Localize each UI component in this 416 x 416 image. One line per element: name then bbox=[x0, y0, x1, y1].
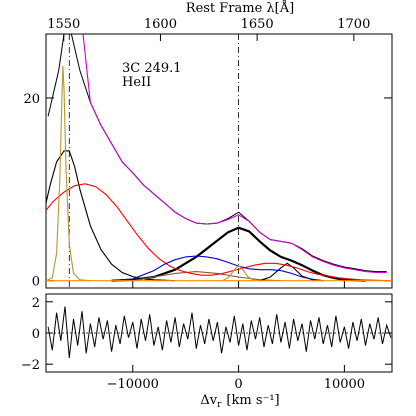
top-axis-tick-label: 1550 bbox=[47, 17, 80, 32]
top-axis-title: Rest Frame λ[Å] bbox=[186, 0, 294, 16]
residual-x-tick-label: −10000 bbox=[107, 377, 159, 392]
bottom-axis-title: Δvr [km s⁻¹] bbox=[200, 393, 279, 410]
series-line bbox=[132, 271, 281, 282]
main-plot-frame bbox=[45, 33, 393, 289]
series-line bbox=[47, 34, 387, 273]
main-y-tick-label: 0 bbox=[32, 275, 40, 290]
main-series-group bbox=[46, 34, 392, 282]
bottom-axis-title-units: [km s⁻¹] bbox=[226, 393, 279, 408]
series-line bbox=[111, 255, 324, 282]
top-axis-tick-label: 1600 bbox=[144, 17, 177, 32]
residual-x-tick-label: 0 bbox=[234, 377, 242, 392]
top-axis-ticks: 1550 1600 1650 1700 bbox=[47, 17, 370, 41]
residual-series-line bbox=[47, 306, 392, 359]
main-y-tick-label: 20 bbox=[23, 92, 40, 107]
series-line bbox=[46, 65, 91, 282]
series-line bbox=[46, 183, 392, 282]
bottom-axis-title-symbol: Δv bbox=[200, 393, 217, 408]
residual-x-axis-ticks: −10000 0 10000 bbox=[107, 365, 365, 392]
residual-y-tick-label: −2 bbox=[21, 358, 40, 373]
main-y-axis-ticks: 0 20 bbox=[23, 92, 392, 290]
residual-y-tick-label: 2 bbox=[32, 296, 40, 311]
series-line bbox=[46, 150, 176, 282]
top-axis-tick-label: 1700 bbox=[337, 17, 370, 32]
series-line bbox=[222, 264, 255, 282]
top-axis-tick-label: 1650 bbox=[241, 17, 274, 32]
bottom-axis-title-subscript: r bbox=[217, 400, 222, 410]
object-label: 3C 249.1 bbox=[122, 61, 182, 76]
residual-y-tick-label: 0 bbox=[32, 327, 40, 342]
series-line bbox=[82, 34, 387, 274]
main-spectrum-panel: 0 20 3C 249.1 HeII bbox=[23, 33, 393, 290]
residual-series-group bbox=[47, 306, 392, 359]
residual-panel: −2 0 2 −10000 0 10000 bbox=[21, 293, 393, 392]
line-label: HeII bbox=[122, 75, 151, 90]
residual-x-tick-label: 10000 bbox=[324, 377, 365, 392]
